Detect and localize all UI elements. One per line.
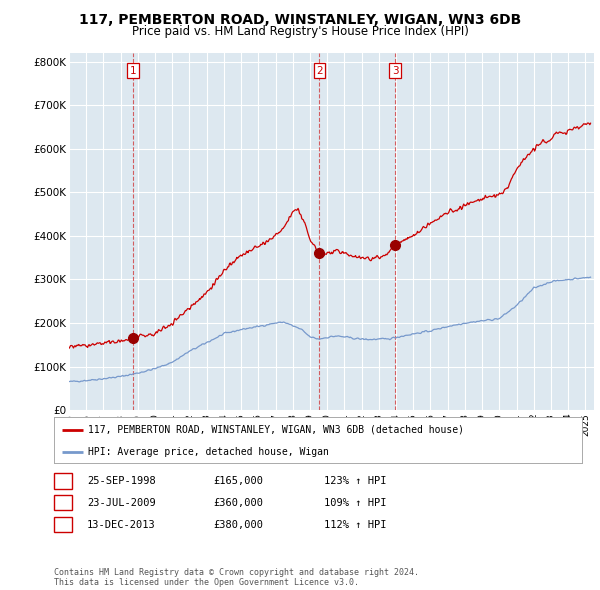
Text: HPI: Average price, detached house, Wigan: HPI: Average price, detached house, Wiga… [88, 447, 329, 457]
Text: 2: 2 [316, 65, 323, 76]
Text: £165,000: £165,000 [213, 476, 263, 486]
Text: 3: 3 [60, 520, 66, 529]
Text: 1: 1 [60, 476, 66, 486]
Text: 117, PEMBERTON ROAD, WINSTANLEY, WIGAN, WN3 6DB: 117, PEMBERTON ROAD, WINSTANLEY, WIGAN, … [79, 13, 521, 27]
Text: 13-DEC-2013: 13-DEC-2013 [87, 520, 156, 529]
Text: 123% ↑ HPI: 123% ↑ HPI [324, 476, 386, 486]
Text: 112% ↑ HPI: 112% ↑ HPI [324, 520, 386, 529]
Text: £360,000: £360,000 [213, 498, 263, 507]
Text: 2: 2 [60, 498, 66, 507]
Text: £380,000: £380,000 [213, 520, 263, 529]
Text: 23-JUL-2009: 23-JUL-2009 [87, 498, 156, 507]
Text: 25-SEP-1998: 25-SEP-1998 [87, 476, 156, 486]
Text: Contains HM Land Registry data © Crown copyright and database right 2024.
This d: Contains HM Land Registry data © Crown c… [54, 568, 419, 587]
Text: 117, PEMBERTON ROAD, WINSTANLEY, WIGAN, WN3 6DB (detached house): 117, PEMBERTON ROAD, WINSTANLEY, WIGAN, … [88, 425, 464, 435]
Text: 109% ↑ HPI: 109% ↑ HPI [324, 498, 386, 507]
Text: 3: 3 [392, 65, 398, 76]
Text: 1: 1 [130, 65, 137, 76]
Text: Price paid vs. HM Land Registry's House Price Index (HPI): Price paid vs. HM Land Registry's House … [131, 25, 469, 38]
